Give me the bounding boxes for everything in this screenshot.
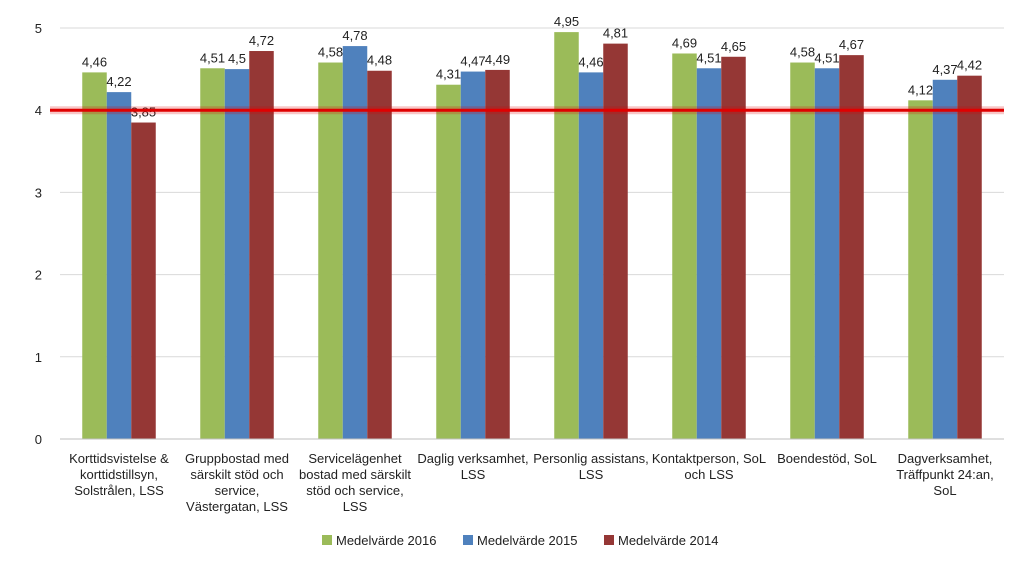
y-tick-label: 4 bbox=[35, 103, 42, 118]
data-label: 4,58 bbox=[790, 45, 815, 60]
bar-1-series-2 bbox=[106, 92, 132, 439]
x-category-label: Korttidsvistelse & korttidstillsyn, Solstr… bbox=[69, 451, 169, 498]
x-axis: Korttidsvistelse & korttidstillsyn, Solstr… bbox=[60, 438, 1004, 514]
x-category-label-line: Träffpunkt 24:an, bbox=[896, 467, 994, 482]
x-category-label-line: service, bbox=[215, 483, 260, 498]
data-label: 4,47 bbox=[460, 54, 485, 69]
legend-swatch bbox=[322, 535, 332, 545]
bar-7-series-3 bbox=[839, 55, 864, 439]
bar-5-series-1 bbox=[554, 32, 579, 440]
bar-4-series-1 bbox=[436, 84, 461, 439]
bar-6-series-2 bbox=[696, 68, 722, 439]
data-label: 4,51 bbox=[200, 50, 225, 65]
data-label: 4,12 bbox=[908, 82, 933, 97]
x-category-label: Daglig verksamhet, LSS bbox=[417, 451, 528, 482]
x-category-label-line: och LSS bbox=[684, 467, 733, 482]
bar-6-series-3 bbox=[721, 56, 746, 440]
y-tick-label: 0 bbox=[35, 432, 42, 447]
legend-label: Medelvärde 2014 bbox=[618, 533, 718, 548]
bar-8-series-3 bbox=[957, 75, 982, 440]
data-label: 4,51 bbox=[696, 50, 721, 65]
x-category-label: Dagverksamhet, Träffpunkt 24:an, SoL bbox=[896, 451, 994, 498]
x-category-label-line: Gruppbostad med bbox=[185, 451, 289, 466]
x-category-label-line: Boendestöd, SoL bbox=[777, 451, 877, 466]
bar-7-series-1 bbox=[790, 62, 815, 440]
x-category-label-line: Dagverksamhet, bbox=[898, 451, 993, 466]
x-category-label: Boendestöd, SoL bbox=[777, 451, 877, 466]
data-label: 4,72 bbox=[249, 33, 274, 48]
bar-5-series-2 bbox=[578, 72, 604, 439]
data-label: 4,46 bbox=[82, 54, 107, 69]
data-label: 4,67 bbox=[839, 37, 864, 52]
x-category-label-line: stöd och service, bbox=[306, 483, 404, 498]
x-category-label-line: korttidstillsyn, bbox=[80, 467, 158, 482]
y-tick-label: 5 bbox=[35, 21, 42, 36]
legend-label: Medelvärde 2015 bbox=[477, 533, 577, 548]
bars-group bbox=[82, 32, 982, 440]
x-category-label: Gruppbostad med särskilt stöd och service,… bbox=[185, 451, 289, 514]
y-tick-label: 2 bbox=[35, 268, 42, 283]
x-category-label: Servicelägenhet bostad med särskilt stöd o… bbox=[299, 451, 411, 514]
bar-5-series-3 bbox=[603, 43, 628, 439]
data-label: 4,65 bbox=[721, 39, 746, 54]
x-category-label-line: LSS bbox=[343, 499, 368, 514]
legend-swatch bbox=[604, 535, 614, 545]
bar-1-series-1 bbox=[82, 72, 107, 439]
data-labels-group: 4,46 4,51 4,584,314,954,694,584,124,224,54… bbox=[82, 14, 982, 119]
legend-label: Medelvärde 2016 bbox=[336, 533, 436, 548]
data-label: 3,85 bbox=[131, 105, 156, 120]
x-category-label-line: bostad med särskilt bbox=[299, 467, 411, 482]
y-axis: 0 1 2 3 4 5 bbox=[35, 21, 42, 447]
x-category-label: Personlig assistans, LSS bbox=[533, 451, 649, 482]
bar-2-series-2 bbox=[224, 69, 250, 439]
bar-2-series-3 bbox=[249, 51, 274, 440]
x-category-label-line: LSS bbox=[461, 467, 486, 482]
data-label: 4,42 bbox=[957, 58, 982, 73]
legend-swatch bbox=[463, 535, 473, 545]
bar-4-series-2 bbox=[460, 71, 486, 439]
data-label: 4,31 bbox=[436, 67, 461, 82]
x-category-label: Kontaktperson, SoL och LSS bbox=[652, 451, 766, 482]
bar-3-series-1 bbox=[318, 62, 343, 440]
x-category-label-line: Västergatan, LSS bbox=[186, 499, 288, 514]
x-category-label-line: Korttidsvistelse & bbox=[69, 451, 169, 466]
data-label: 4,37 bbox=[932, 62, 957, 77]
bar-8-series-2 bbox=[932, 79, 958, 439]
x-category-label-line: SoL bbox=[933, 483, 956, 498]
data-label: 4,51 bbox=[814, 50, 839, 65]
data-label: 4,95 bbox=[554, 14, 579, 29]
bar-4-series-3 bbox=[485, 69, 510, 439]
bar-6-series-1 bbox=[672, 53, 697, 440]
y-tick-label: 1 bbox=[35, 350, 42, 365]
data-label: 4,58 bbox=[318, 45, 343, 60]
bar-1-series-3 bbox=[131, 122, 156, 439]
data-label: 4,46 bbox=[578, 54, 603, 69]
data-label: 4,48 bbox=[367, 53, 392, 68]
x-category-label-line: särskilt stöd och bbox=[190, 467, 283, 482]
x-category-label-line: Kontaktperson, SoL bbox=[652, 451, 766, 466]
data-label: 4,22 bbox=[106, 74, 131, 89]
legend: Medelvärde 2016 Medelvärde 2015 Medelvärde… bbox=[322, 533, 718, 548]
bar-3-series-3 bbox=[367, 70, 392, 439]
x-category-label-line: Personlig assistans, bbox=[533, 451, 649, 466]
y-tick-label: 3 bbox=[35, 185, 42, 200]
data-label: 4,49 bbox=[485, 52, 510, 67]
data-label: 4,78 bbox=[342, 28, 367, 43]
x-category-label-line: LSS bbox=[579, 467, 604, 482]
data-label: 4,81 bbox=[603, 26, 628, 41]
x-category-label-line: Servicelägenhet bbox=[308, 451, 402, 466]
bar-7-series-2 bbox=[814, 68, 840, 439]
data-label: 4,69 bbox=[672, 35, 697, 50]
bar-2-series-1 bbox=[200, 68, 225, 439]
bar-3-series-2 bbox=[342, 46, 368, 440]
bar-8-series-1 bbox=[908, 100, 933, 439]
data-label: 4,5 bbox=[228, 51, 246, 66]
x-category-label-line: Solstrålen, LSS bbox=[74, 483, 164, 498]
x-category-label-line: Daglig verksamhet, bbox=[417, 451, 528, 466]
